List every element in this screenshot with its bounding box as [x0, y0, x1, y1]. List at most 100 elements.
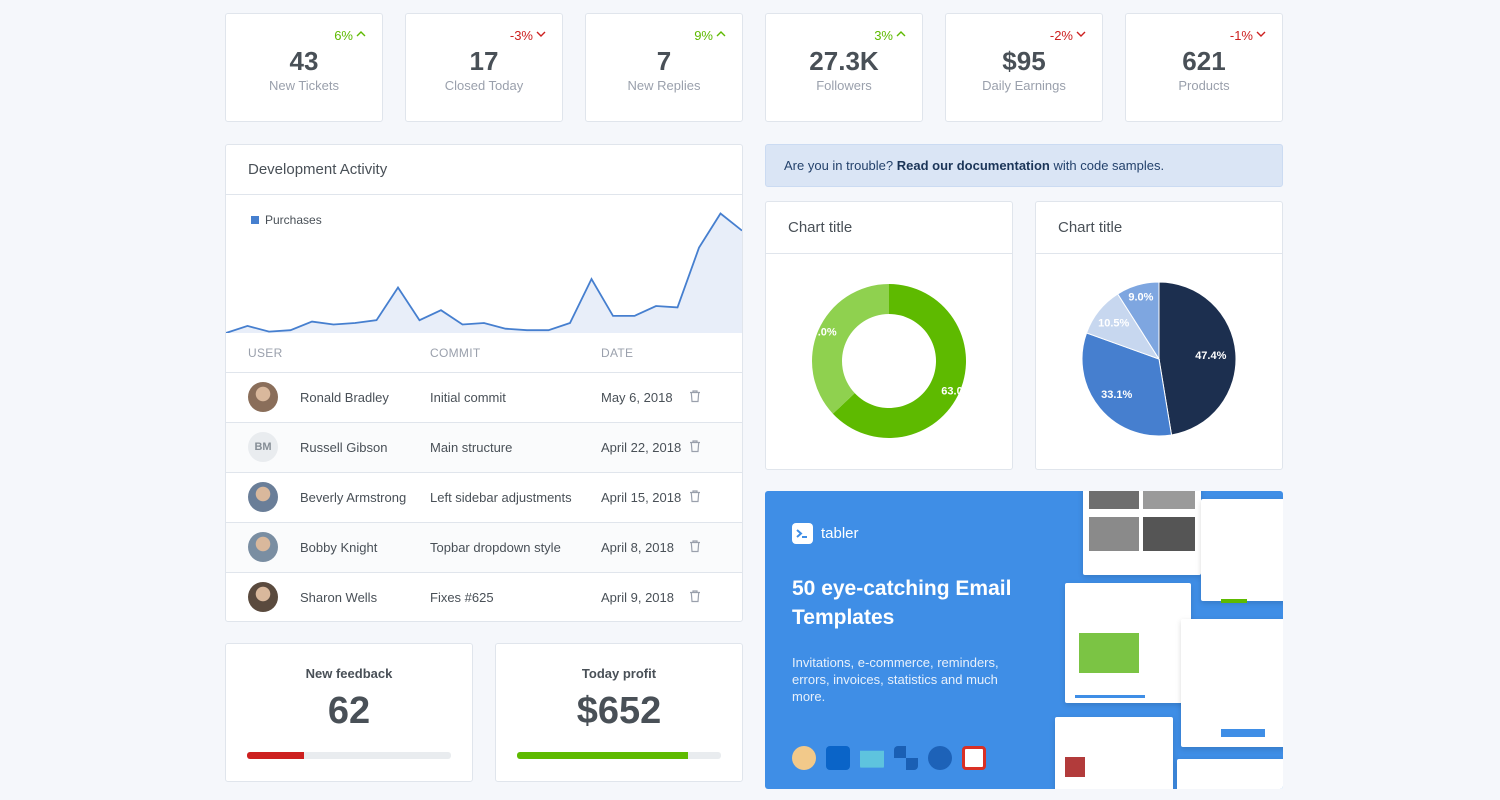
stat-value: 27.3K	[809, 46, 879, 76]
thunderbird-icon	[928, 746, 952, 770]
stat-card: -3% 17 Closed Today	[405, 13, 563, 122]
trash-icon[interactable]	[688, 389, 702, 403]
slice-label: 33.1%	[1101, 389, 1132, 401]
pie-chart-title: Chart title	[1058, 219, 1123, 236]
template-preview-1	[1083, 491, 1201, 575]
commit-date: April 8, 2018	[601, 521, 682, 572]
docs-alert: Are you in trouble? Read our documentati…	[765, 144, 1283, 187]
stat-card: -1% 621 Products	[1125, 13, 1283, 122]
stat-label: New Replies	[627, 78, 701, 93]
stat-change: -2%	[1050, 28, 1086, 43]
template-preview-5	[1055, 717, 1173, 789]
profit-value: $652	[576, 690, 662, 732]
alert-prefix: Are you in trouble?	[784, 158, 894, 173]
email-templates-banner[interactable]: tabler 50 eye-catching Email Templates I…	[765, 491, 1283, 789]
stat-change: -3%	[510, 28, 546, 43]
stat-card: 3% 27.3K Followers	[765, 13, 923, 122]
pie-slice	[1117, 281, 1160, 361]
email-client-icons	[792, 746, 986, 770]
commit-date: April 15, 2018	[601, 471, 682, 522]
commit-user: Beverly Armstrong	[300, 489, 407, 505]
trash-icon[interactable]	[688, 439, 702, 453]
slice-label: 10.5%	[1098, 318, 1129, 330]
table-row: Ronald Bradley Initial commit May 6, 2018	[226, 371, 742, 422]
banner-description: Invitations, e-commerce, reminders, erro…	[792, 655, 999, 704]
commit-message: Left sidebar adjustments	[430, 471, 601, 522]
chevron-down-icon	[1256, 31, 1266, 37]
table-row: Sharon Wells Fixes #625 April 9, 2018	[226, 571, 742, 622]
col-user: USER	[248, 346, 283, 361]
pie-slice	[1158, 281, 1237, 436]
stat-change: 3%	[874, 28, 906, 43]
stat-change: 9%	[694, 28, 726, 43]
commit-date: April 22, 2018	[601, 421, 682, 472]
commits-table: USER COMMIT DATE Ronald Bradley Initial c…	[226, 335, 742, 622]
profit-progress	[517, 752, 721, 759]
chevron-up-icon	[716, 31, 726, 37]
purchases-area	[226, 213, 742, 333]
donut-chart-title: Chart title	[788, 219, 853, 236]
slice-label: 9.0%	[1128, 292, 1153, 304]
stat-label: Daily Earnings	[982, 78, 1066, 93]
template-preview-3	[1201, 499, 1283, 603]
stat-label: New Tickets	[268, 78, 340, 93]
chevron-down-icon	[536, 31, 546, 37]
campaign-monitor-icon	[860, 750, 884, 768]
pie-chart-card: Chart title 47.4% 33.1% 10.5% 9.0%	[1035, 201, 1283, 470]
tabler-brand: tabler	[821, 525, 859, 542]
tabler-logo: tabler	[792, 523, 859, 544]
pie-slice	[812, 284, 889, 414]
chevron-up-icon	[896, 31, 906, 37]
stat-value: $95	[1002, 46, 1046, 76]
pie-chart: 47.4% 33.1% 10.5% 9.0%	[1081, 281, 1237, 437]
banner-headline: 50 eye-catching Email Templates	[792, 577, 1012, 629]
trash-icon[interactable]	[688, 589, 702, 603]
commit-message: Initial commit	[430, 371, 601, 422]
legend-label: Purchases	[265, 213, 322, 227]
stat-label: Followers	[816, 78, 872, 93]
purchases-line	[226, 212, 742, 333]
commit-date: April 9, 2018	[601, 571, 682, 622]
stat-value: 621	[1182, 46, 1226, 76]
col-commit: COMMIT	[430, 346, 481, 361]
docs-link[interactable]: Read our documentation	[896, 158, 1050, 173]
avatar	[248, 482, 278, 512]
alert-suffix: with code samples.	[1053, 158, 1165, 173]
avatar	[248, 532, 278, 562]
stat-card: 9% 7 New Replies	[585, 13, 743, 122]
trash-icon[interactable]	[688, 489, 702, 503]
template-preview-4	[1181, 619, 1283, 747]
slice-label: 63.0%	[941, 385, 972, 397]
feedback-title: New feedback	[305, 666, 393, 681]
slice-label: 47.4%	[1195, 350, 1226, 362]
stat-value: 43	[289, 46, 319, 76]
purchases-chart: Purchases	[226, 212, 742, 333]
pie-slice	[1081, 332, 1173, 437]
dev-activity-title: Development Activity	[248, 161, 388, 178]
avatar	[248, 382, 278, 412]
stat-label: Closed Today	[444, 78, 524, 93]
stat-card: -2% $95 Daily Earnings	[945, 13, 1103, 122]
table-row: BM Russell Gibson Main structure April 22, …	[226, 421, 742, 472]
slice-label: 37.0%	[805, 327, 836, 339]
legend-swatch	[251, 216, 259, 224]
tabler-logo-icon	[792, 523, 813, 544]
stat-change: -1%	[1230, 28, 1266, 43]
feedback-value: 62	[327, 690, 371, 732]
avatar: BM	[248, 432, 278, 462]
chevron-up-icon	[356, 31, 366, 37]
commit-message: Main structure	[430, 421, 601, 472]
col-date: DATE	[601, 346, 634, 361]
stat-label: Products	[1178, 78, 1230, 93]
donut-chart-card: Chart title 63.0% 37.0%	[765, 201, 1013, 470]
commit-user: Ronald Bradley	[300, 389, 389, 405]
stat-value: 17	[469, 46, 499, 76]
gmail-icon	[962, 746, 986, 770]
stat-change: 6%	[334, 28, 366, 43]
donut-chart: 63.0% 37.0%	[805, 284, 973, 438]
pie-slice	[832, 284, 966, 438]
litmus-icon	[894, 746, 918, 770]
table-row: Bobby Knight Topbar dropdown style April 8…	[226, 521, 742, 572]
outlook-icon	[826, 746, 850, 770]
trash-icon[interactable]	[688, 539, 702, 553]
